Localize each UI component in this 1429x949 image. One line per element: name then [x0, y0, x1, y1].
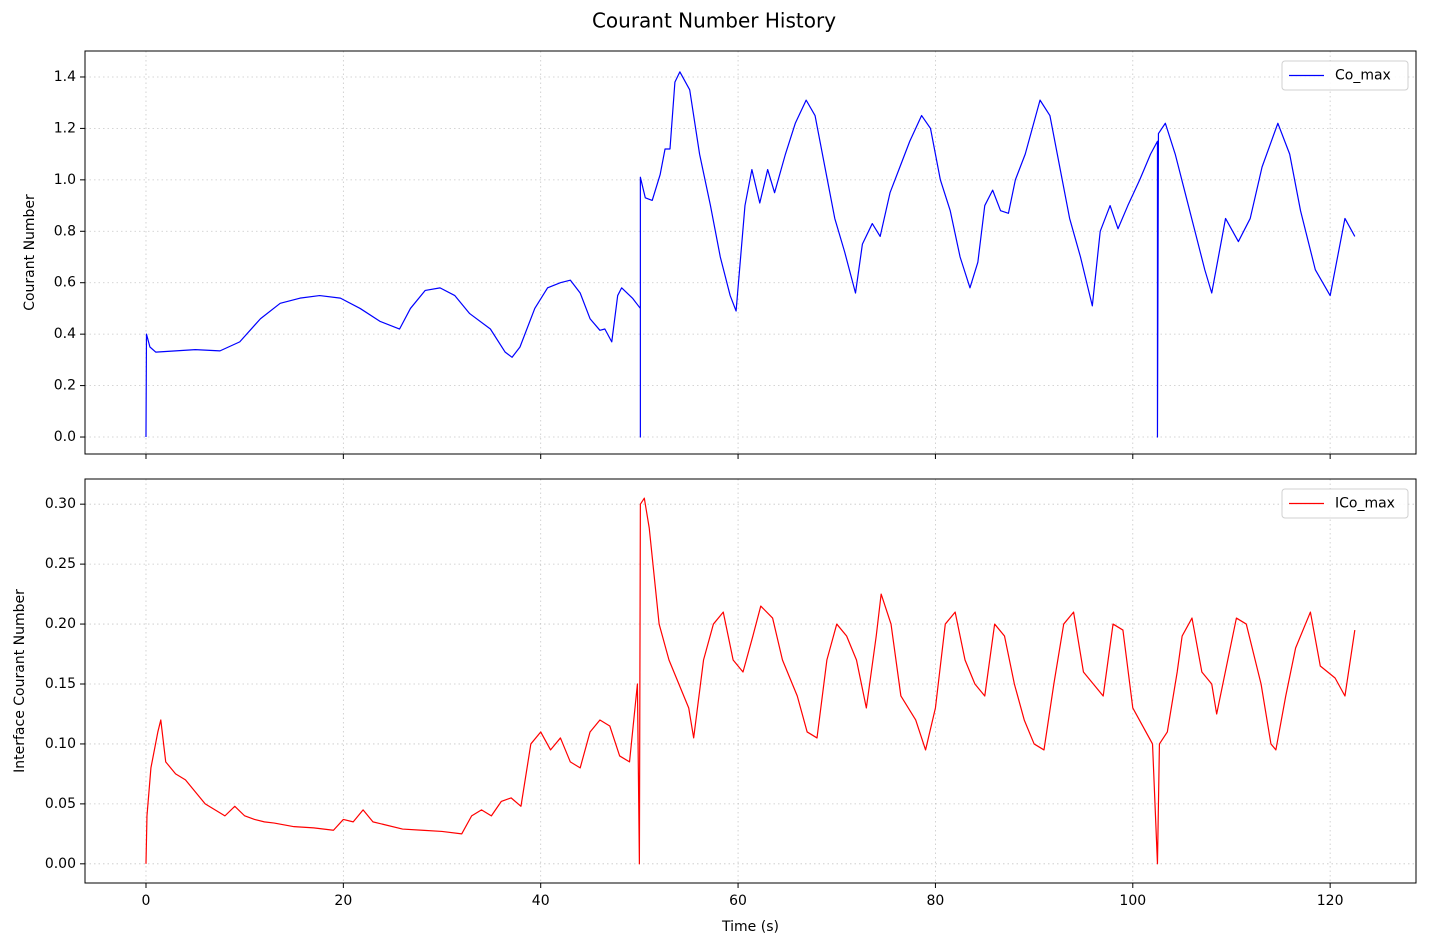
x-tick-label: 120 [1317, 893, 1344, 909]
data-line [145, 71, 1356, 438]
figure-title: Courant Number History [592, 9, 836, 33]
y-axis-label: Interface Courant Number [12, 589, 28, 773]
legend-label: Co_max [1335, 68, 1391, 84]
x-tick-label: 60 [729, 893, 747, 909]
y-tick-label: 0.15 [45, 676, 76, 692]
y-tick-label: 0.6 [54, 275, 76, 291]
y-tick-label: 1.2 [54, 120, 76, 136]
y-tick-label: 0.2 [54, 378, 76, 394]
axes-frame [84, 478, 1417, 884]
y-tick-label: 0.4 [54, 326, 76, 342]
legend: ICo_max [1281, 488, 1409, 519]
y-tick-label: 0.20 [45, 616, 76, 632]
x-tick-label: 80 [927, 893, 945, 909]
y-tick-label: 0.10 [45, 736, 76, 752]
legend-box [1281, 60, 1409, 91]
y-axis-label: Courant Number [22, 194, 38, 311]
y-tick-label: 0.00 [45, 856, 76, 872]
x-tick-label: 40 [532, 893, 550, 909]
legend-box [1281, 488, 1409, 519]
legend-label: ICo_max [1335, 496, 1395, 512]
y-tick-label: 1.4 [54, 69, 76, 85]
y-tick-label: 0.8 [54, 223, 76, 239]
y-tick-label: 0.05 [45, 796, 76, 812]
legend: Co_max [1281, 60, 1409, 91]
x-axis-label: Time (s) [721, 919, 779, 935]
x-tick-label: 100 [1119, 893, 1146, 909]
x-tick-label: 0 [142, 893, 151, 909]
y-tick-label: 0.0 [54, 429, 76, 445]
y-tick-label: 0.30 [45, 496, 76, 512]
y-tick-label: 1.0 [54, 172, 76, 188]
axes-frame [84, 50, 1417, 455]
data-line [145, 497, 1356, 865]
y-tick-label: 0.25 [45, 556, 76, 572]
x-tick-label: 20 [334, 893, 352, 909]
